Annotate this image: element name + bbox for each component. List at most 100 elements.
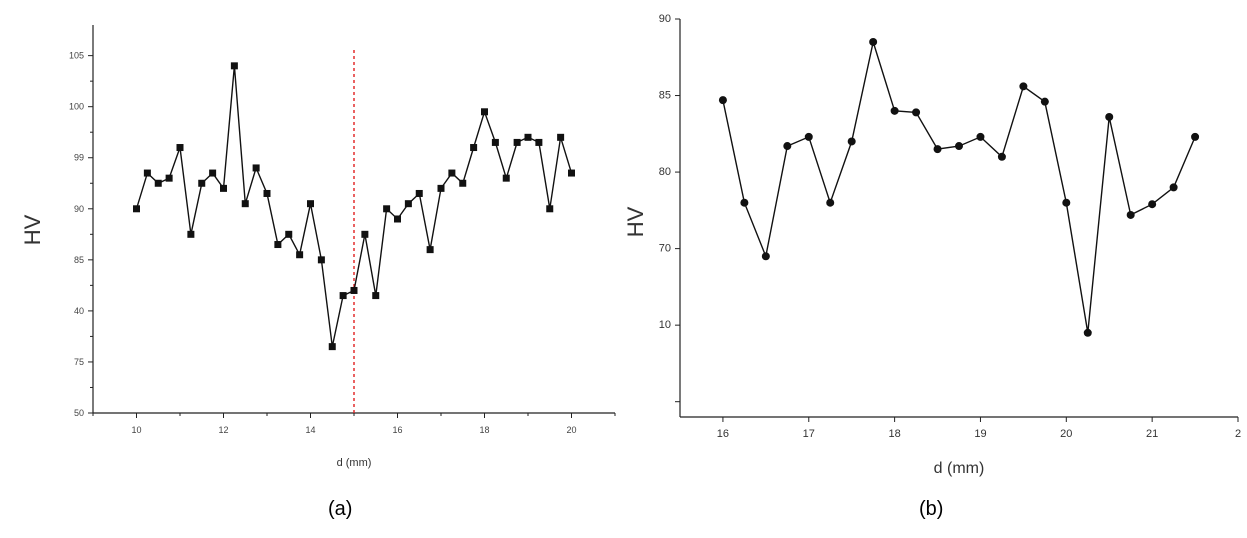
data-point xyxy=(230,62,238,70)
data-point xyxy=(1019,82,1028,91)
data-point xyxy=(252,164,260,172)
x-tick-label: 19 xyxy=(974,428,986,440)
data-point xyxy=(1105,112,1114,121)
data-point xyxy=(198,179,206,187)
data-point xyxy=(933,145,942,154)
data-point xyxy=(1191,132,1200,141)
data-point xyxy=(783,142,792,151)
data-point xyxy=(383,205,391,213)
x-tick-label: 18 xyxy=(479,425,489,435)
x-tick-label: 16 xyxy=(717,428,729,440)
data-point xyxy=(426,246,434,254)
data-point xyxy=(263,189,271,197)
data-point xyxy=(176,144,184,152)
data-point xyxy=(154,179,162,187)
data-point xyxy=(524,133,532,141)
data-point xyxy=(740,198,749,207)
data-point xyxy=(1148,200,1157,209)
y-axis-label: HV xyxy=(20,214,45,245)
panel-label-b: (b) xyxy=(919,498,944,520)
data-point xyxy=(1083,328,1092,337)
data-point xyxy=(847,137,856,146)
x-tick-label: 20 xyxy=(566,425,576,435)
data-point xyxy=(491,138,499,146)
data-point xyxy=(307,200,314,208)
data-point xyxy=(220,184,227,192)
data-point xyxy=(296,251,304,259)
data-point xyxy=(912,108,921,117)
data-point xyxy=(761,252,770,261)
data-point xyxy=(481,108,488,116)
data-point xyxy=(955,142,963,151)
x-tick-label: 17 xyxy=(803,428,815,440)
data-point xyxy=(1126,210,1135,219)
data-point xyxy=(339,292,347,300)
y-tick-label: 10 xyxy=(659,319,671,331)
data-point xyxy=(415,189,423,197)
x-tick-label: 12 xyxy=(218,425,228,435)
y-axis-label: HV xyxy=(623,206,648,237)
chart-panel-a: 10 12 14 16 18 20 50 75 40 85 90 99 100 105 d (mm) HV xyxy=(20,25,616,469)
data-point xyxy=(976,132,985,141)
y-tick-label: 85 xyxy=(74,255,84,265)
data-point xyxy=(470,144,478,152)
x-tick-label: 18 xyxy=(888,428,900,440)
data-point xyxy=(1062,198,1071,207)
data-point xyxy=(502,174,510,182)
data-point xyxy=(448,169,456,177)
data-point xyxy=(546,205,554,213)
data-point xyxy=(826,198,835,207)
chart-panel-b: 16 17 18 19 20 21 2 10 70 80 85 90 d (mm) HV xyxy=(623,13,1241,477)
panel-label-a: (a) xyxy=(328,498,353,520)
data-point xyxy=(187,230,195,238)
data-point xyxy=(285,230,293,238)
x-tick-label: 21 xyxy=(1146,428,1158,440)
y-tick-label: 90 xyxy=(659,13,671,25)
x-tick-label: 16 xyxy=(392,425,402,435)
data-point xyxy=(1040,97,1049,106)
y-tick-label: 50 xyxy=(74,408,84,418)
data-point xyxy=(459,179,467,187)
data-point xyxy=(165,174,173,182)
data-point xyxy=(869,37,878,46)
data-point xyxy=(241,200,249,208)
y-tick-label: 40 xyxy=(74,306,84,316)
x-tick-label: 2 xyxy=(1235,428,1241,440)
data-point xyxy=(274,241,282,249)
y-tick-label: 70 xyxy=(659,243,671,255)
x-tick-label: 20 xyxy=(1060,428,1072,440)
data-point xyxy=(535,138,543,146)
data-point xyxy=(568,169,575,177)
series-line xyxy=(722,39,1196,333)
data-point xyxy=(404,200,412,208)
data-point xyxy=(361,230,369,238)
data-point xyxy=(350,286,358,294)
data-point xyxy=(394,215,401,223)
data-point xyxy=(317,256,325,264)
x-axis-label: d (mm) xyxy=(337,457,372,469)
y-tick-label: 90 xyxy=(74,204,84,214)
data-point xyxy=(557,133,565,141)
x-tick-label: 14 xyxy=(305,425,315,435)
data-point xyxy=(209,169,217,177)
x-axis-label: d (mm) xyxy=(934,460,985,477)
y-tick-label: 100 xyxy=(69,102,84,112)
data-point xyxy=(718,96,727,105)
data-point xyxy=(890,106,899,115)
data-point xyxy=(513,138,521,146)
data-point xyxy=(1169,183,1178,192)
y-tick-label: 99 xyxy=(74,153,84,163)
data-point xyxy=(997,152,1006,161)
y-tick-label: 80 xyxy=(659,166,671,178)
y-tick-label: 105 xyxy=(69,51,84,61)
x-tick-label: 10 xyxy=(131,425,141,435)
data-point xyxy=(328,343,336,351)
data-point xyxy=(133,205,140,213)
y-tick-label: 75 xyxy=(74,357,84,367)
data-point xyxy=(437,184,445,192)
y-tick-label: 85 xyxy=(659,90,671,102)
data-point xyxy=(372,292,380,300)
data-point xyxy=(143,169,151,177)
data-point xyxy=(804,132,813,141)
